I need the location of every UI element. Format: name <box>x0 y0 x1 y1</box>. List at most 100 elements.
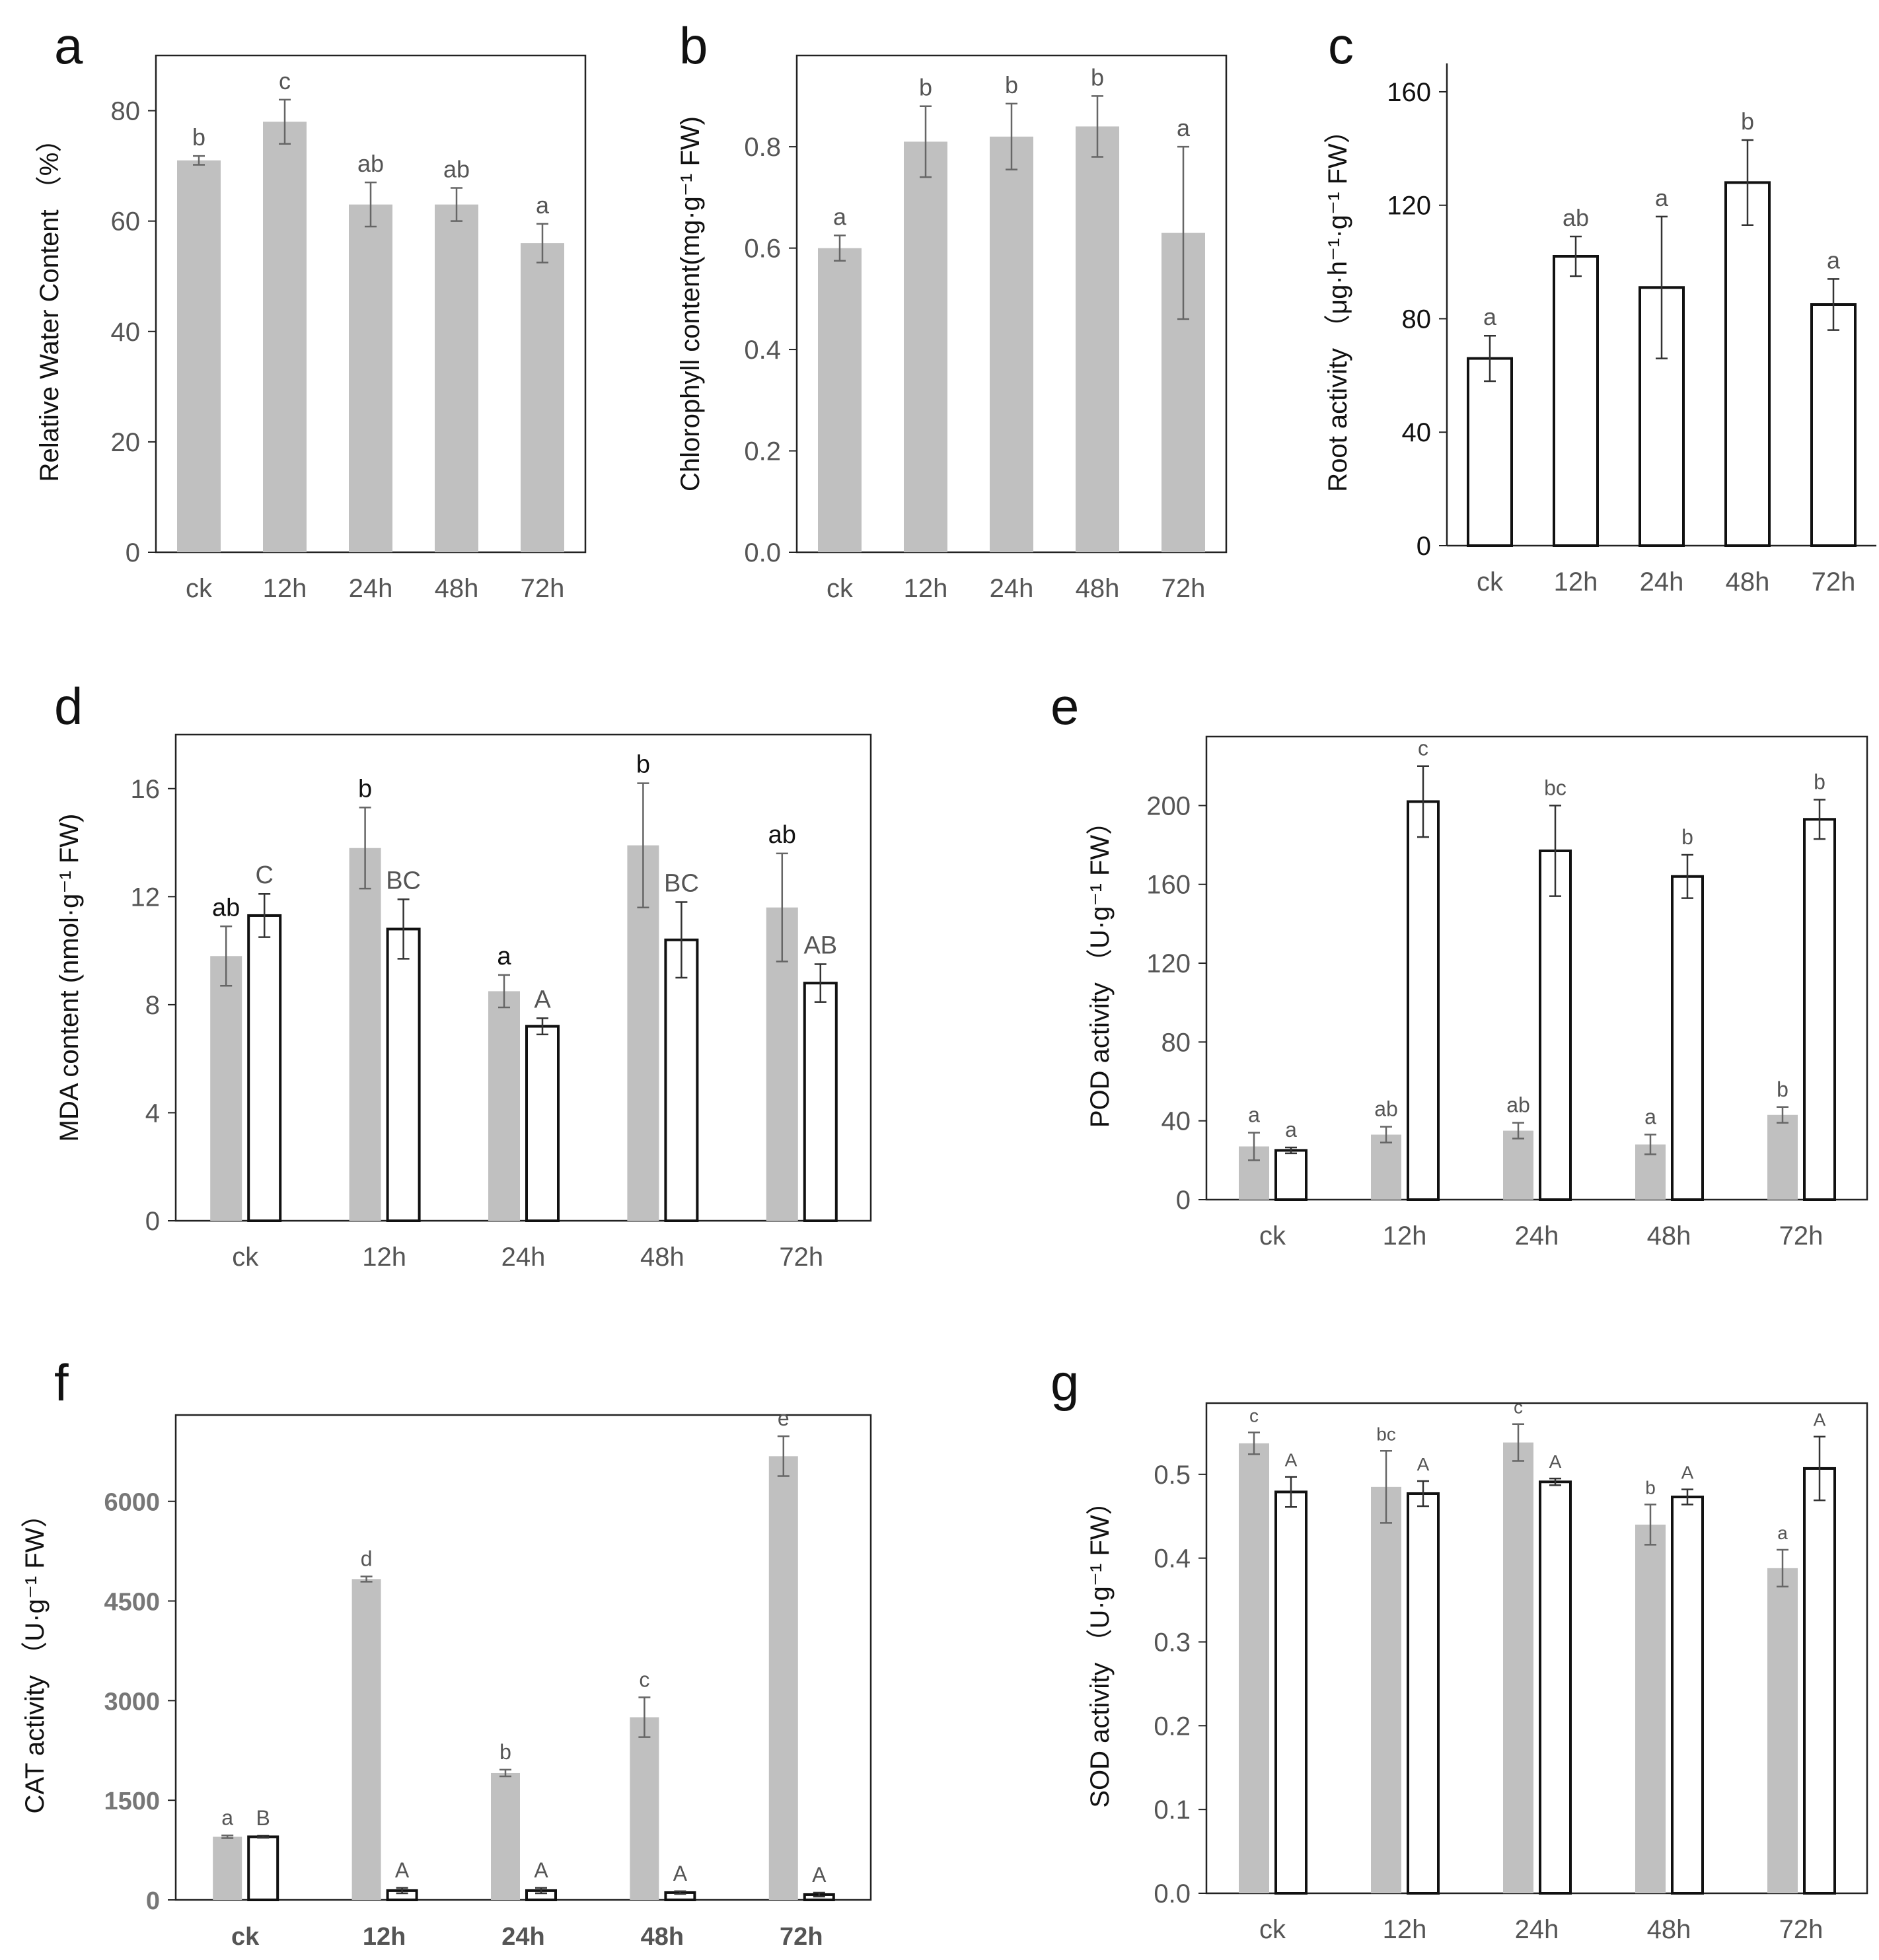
x-tick-label: 72h <box>521 574 565 603</box>
plot-frame <box>1205 735 1868 1201</box>
x-tick-label: 24h <box>1640 567 1684 597</box>
significance-letter: ab <box>357 150 384 177</box>
significance-letter: a <box>1777 1523 1788 1543</box>
y-tick-label: 0.3 <box>1154 1628 1191 1657</box>
significance-letter: A <box>1285 1450 1298 1470</box>
bar-e-s1-24h <box>1539 850 1572 1202</box>
bar-g-s0-72h <box>1767 1568 1798 1893</box>
significance-letter: ab <box>768 821 796 849</box>
y-tick-label: 0.4 <box>744 336 781 365</box>
significance-letter: b <box>636 751 650 779</box>
bar-c-s0-12h <box>1553 255 1599 547</box>
bar-f-s0-24h <box>491 1772 520 1900</box>
x-tick-label: 24h <box>990 574 1034 603</box>
y-tick-label: 120 <box>1387 192 1431 221</box>
x-tick-label: 48h <box>435 574 479 603</box>
significance-letter: b <box>1777 1077 1788 1101</box>
significance-letter: b <box>1814 770 1825 793</box>
bar-f-s0-12h <box>351 1579 381 1900</box>
x-tick-label: 48h <box>641 1923 684 1951</box>
y-tick-label: 16 <box>131 775 161 804</box>
significance-letter: AB <box>803 932 837 960</box>
significance-letter: A <box>534 1858 548 1882</box>
x-tick-label: 24h <box>501 1923 544 1951</box>
y-tick-label: 0 <box>146 1887 160 1915</box>
y-tick-label: 1500 <box>104 1788 160 1815</box>
plot-frame <box>174 733 872 1222</box>
significance-letter: BC <box>386 867 421 894</box>
bar-b-s0-24h <box>990 136 1033 552</box>
y-tick-label: 0.6 <box>744 235 781 264</box>
chart-panel-e: e 0 40 80 120 160 200 POD activity （U·g⁻¹ FW） ck… <box>1050 677 1868 1251</box>
significance-letter: e <box>778 1406 790 1430</box>
significance-letter: A <box>1681 1463 1694 1483</box>
y-tick-label: 0.5 <box>1154 1461 1191 1490</box>
significance-letter: b <box>1645 1477 1656 1498</box>
bar-f-s0-72h <box>768 1456 798 1900</box>
bar-g-s1-ck <box>1274 1490 1308 1895</box>
y-axis-label: Chlorophyll content(mg·g⁻¹ FW) <box>676 116 705 491</box>
x-tick-label: 48h <box>1647 1221 1691 1251</box>
significance-letter: a <box>1644 1105 1656 1129</box>
bar-c-s0-72h <box>1810 303 1857 547</box>
bar-g-s1-24h <box>1539 1480 1572 1895</box>
x-tick-label: 24h <box>1515 1915 1559 1944</box>
bar-e-s0-12h <box>1371 1134 1401 1200</box>
x-tick-label: 72h <box>1161 574 1206 603</box>
bar-b-s0-12h <box>904 141 947 552</box>
panel-letter: c <box>1328 17 1354 75</box>
significance-letter: A <box>673 1862 688 1885</box>
significance-letter: b <box>1741 108 1754 135</box>
bar-d-s1-24h <box>525 1025 560 1222</box>
bar-c-s0-48h <box>1724 181 1771 547</box>
significance-letter: ab <box>1506 1093 1530 1117</box>
significance-letter: a <box>1248 1103 1260 1127</box>
bar-d-s1-12h <box>386 927 421 1223</box>
x-tick-label: ck <box>827 574 854 603</box>
y-tick-label: 0 <box>1176 1186 1191 1215</box>
panel-letter: e <box>1050 677 1079 735</box>
significance-letter: a <box>1177 114 1191 141</box>
bar-d-s1-48h <box>664 938 699 1223</box>
significance-letter: b <box>1681 825 1693 849</box>
y-tick-label: 80 <box>1402 305 1432 334</box>
significance-letter: a <box>1827 246 1841 273</box>
y-tick-label: 120 <box>1146 949 1191 978</box>
y-tick-label: 160 <box>1146 871 1191 900</box>
y-tick-label: 0 <box>145 1207 160 1236</box>
significance-letter: d <box>361 1546 373 1570</box>
panel-letter: f <box>54 1354 69 1412</box>
bar-e-s1-12h <box>1407 800 1440 1202</box>
significance-letter: A <box>812 1863 827 1887</box>
significance-letter: c <box>1249 1405 1259 1426</box>
y-tick-label: 3000 <box>104 1688 160 1716</box>
y-tick-label: 60 <box>111 207 141 236</box>
plot-frame <box>174 1414 872 1901</box>
y-tick-label: 8 <box>145 991 160 1020</box>
bar-a-s0-24h <box>349 204 392 553</box>
y-axis-label: POD activity （U·g⁻¹ FW） <box>1086 809 1115 1128</box>
bar-a-s0-12h <box>263 122 307 552</box>
plot-frame <box>1205 1402 1868 1895</box>
significance-letter: c <box>1514 1397 1523 1418</box>
y-tick-label: 0 <box>126 538 140 567</box>
y-tick-label: 0.4 <box>1154 1544 1191 1574</box>
x-tick-label: ck <box>186 574 213 603</box>
panel-letter: a <box>54 17 83 75</box>
significance-letter: ab <box>1563 204 1589 231</box>
bar-b-s0-48h <box>1076 126 1119 552</box>
panel-letter: g <box>1050 1354 1079 1412</box>
significance-letter: b <box>919 74 932 101</box>
significance-letter: bc <box>1376 1424 1396 1444</box>
y-tick-label: 0 <box>1417 532 1431 561</box>
significance-letter: A <box>1549 1451 1562 1472</box>
bar-a-s0-72h <box>521 243 564 552</box>
x-tick-label: 48h <box>640 1243 684 1272</box>
significance-letter: b <box>1005 71 1018 98</box>
x-tick-label: ck <box>1477 567 1504 597</box>
y-tick-label: 40 <box>1402 418 1432 447</box>
significance-letter: C <box>255 861 273 889</box>
bar-a-s0-48h <box>435 204 478 553</box>
y-tick-label: 6000 <box>104 1489 160 1517</box>
